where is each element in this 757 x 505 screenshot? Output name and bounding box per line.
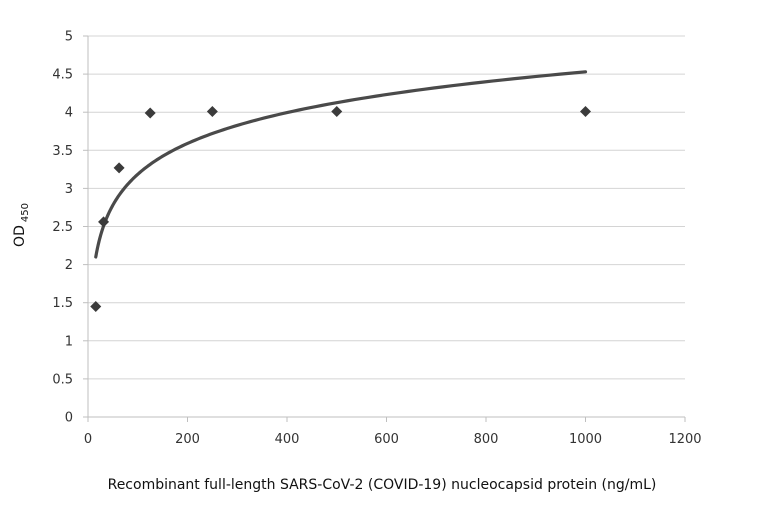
axes [83, 35, 686, 422]
x-tick-label-0: 0 [84, 432, 92, 447]
x-tick-label-4: 800 [474, 432, 499, 447]
y-axis-title: OD 450 [12, 203, 31, 247]
data-point-2 [113, 162, 125, 174]
data-point-6 [580, 105, 591, 117]
y-tick-label-1: 0.5 [52, 372, 73, 387]
x-tick-label-6: 1200 [668, 432, 701, 447]
data-point-4 [206, 105, 218, 117]
x-tick-label-1: 200 [175, 432, 200, 447]
data-points [90, 105, 591, 313]
tick-labels: 0 0.5 1 1.5 2 2.5 3 3.5 4 4.5 5 0 200 400 600 800 1000 12… [52, 30, 701, 448]
data-point-5 [331, 105, 343, 117]
data-point-1 [98, 216, 110, 228]
y-tick-label-10: 5 [65, 30, 73, 45]
y-tick-label-8: 4 [65, 106, 73, 121]
x-tick-label-2: 400 [275, 432, 300, 447]
data-point-3 [144, 107, 156, 119]
trendline [94, 70, 588, 259]
gridlines [88, 35, 685, 380]
y-tick-label-3: 1.5 [52, 296, 73, 311]
y-tick-label-7: 3.5 [52, 144, 73, 159]
y-tick-label-9: 4.5 [52, 68, 73, 83]
y-tick-label-6: 3 [65, 182, 73, 197]
data-point-0 [90, 301, 102, 313]
y-tick-label-0: 0 [65, 411, 73, 426]
x-axis-title: Recombinant full-length SARS-CoV-2 (COVI… [108, 477, 657, 493]
y-tick-label-5: 2.5 [52, 220, 73, 235]
y-axis-title-subscript: 450 [20, 203, 31, 222]
y-axis-title-main: OD [12, 225, 28, 247]
x-tick-label-5: 1000 [569, 432, 602, 447]
trendline-layer [94, 70, 588, 259]
x-tick-label-3: 600 [374, 432, 399, 447]
y-tick-label-2: 1 [65, 334, 73, 349]
y-tick-label-4: 2 [65, 258, 73, 273]
